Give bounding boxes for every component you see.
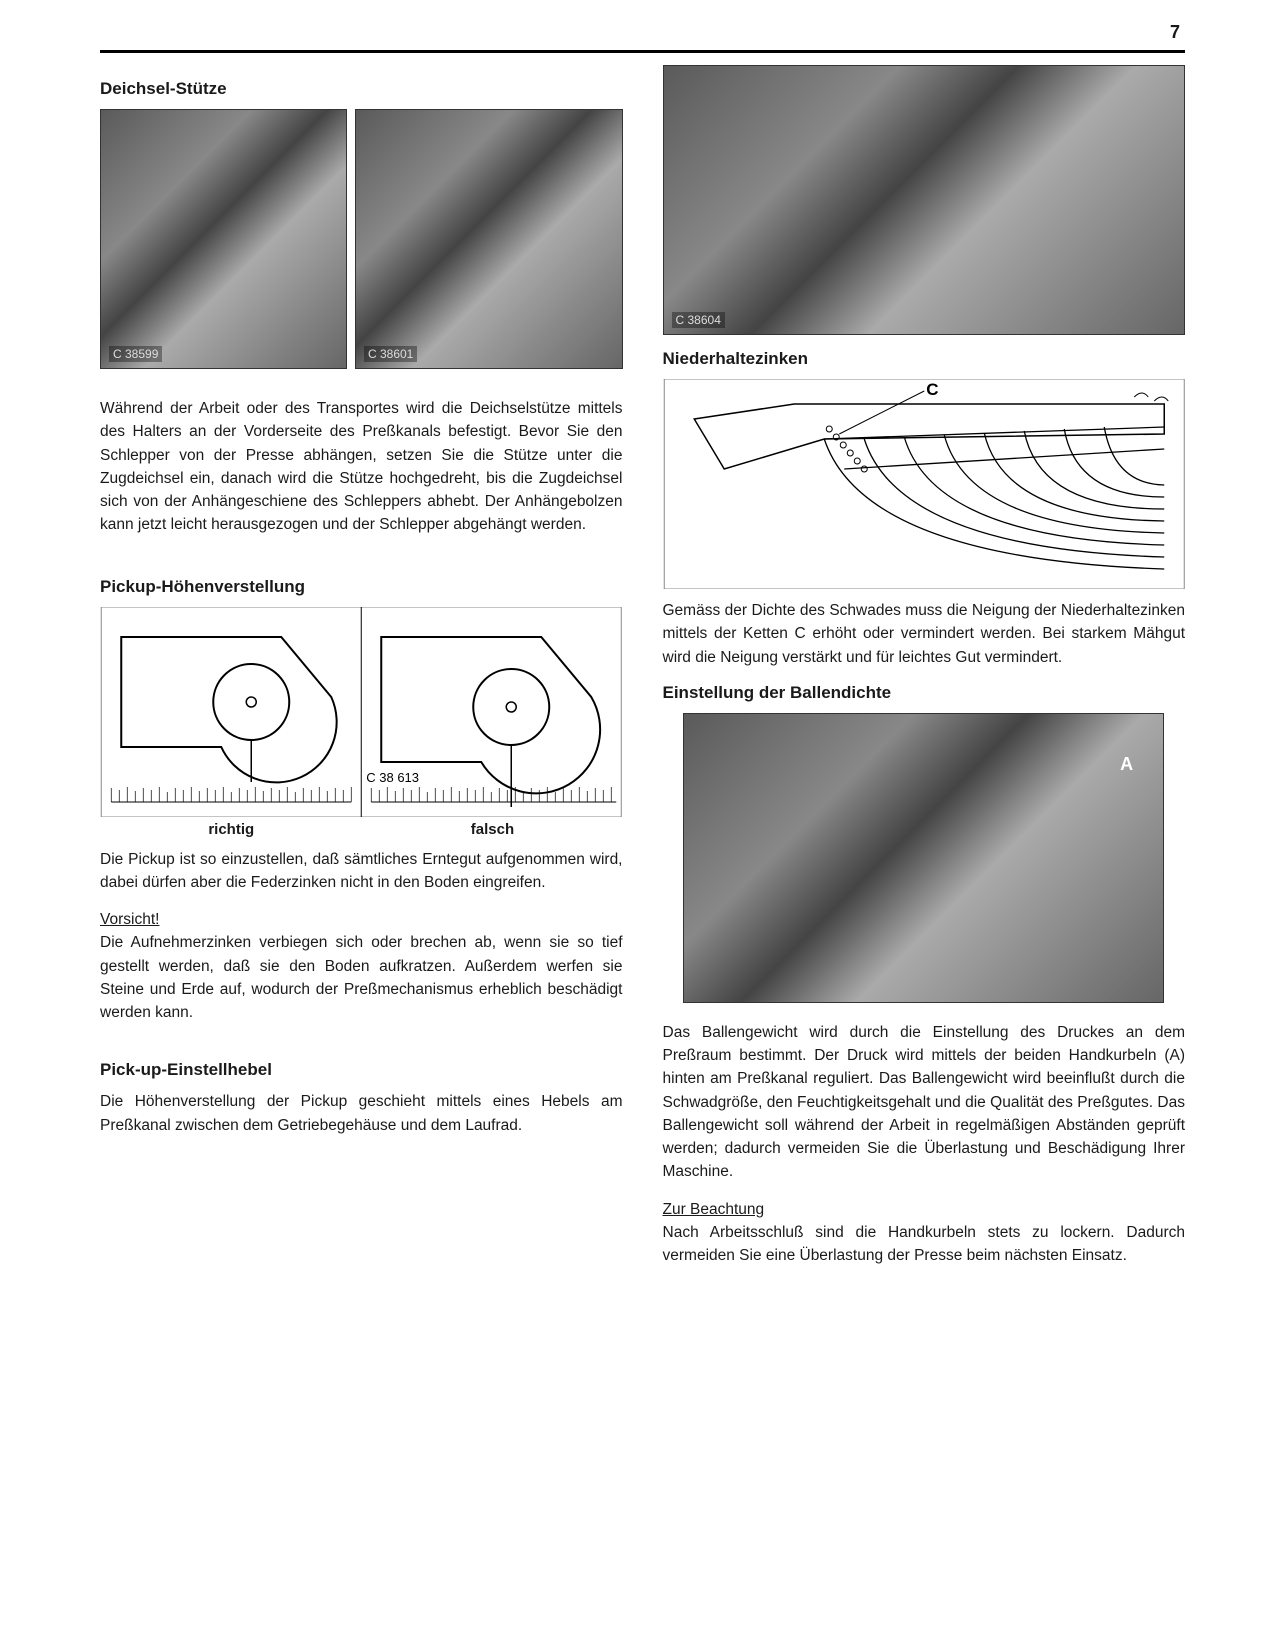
para-ballendichte-1: Das Ballengewicht wird durch die Einstel…: [663, 1021, 1186, 1184]
note-text: Nach Arbeitsschluß sind die Handkurbeln …: [663, 1224, 1186, 1264]
para-niederhalte: Gemäss der Dichte des Schwades muss die …: [663, 599, 1186, 669]
left-column: Deichsel-Stütze C 38599 C 38601 Während …: [100, 65, 623, 1281]
pickup-caption-row: richtig falsch: [100, 821, 623, 838]
pickup-drawing-svg: C 38 613: [100, 607, 623, 817]
heading-deichsel: Deichsel-Stütze: [100, 79, 623, 99]
warning-title: Vorsicht!: [100, 911, 159, 928]
label-c: C: [926, 380, 938, 399]
warning-text: Die Aufnehmerzinken verbiegen sich oder …: [100, 934, 623, 1021]
niederhalte-svg: C: [663, 379, 1186, 589]
photo-ballendichte: A: [683, 713, 1164, 1003]
note-title: Zur Beachtung: [663, 1201, 765, 1218]
para-deichsel: Während der Arbeit oder des Transportes …: [100, 397, 623, 537]
note-block: Zur Beachtung Nach Arbeitsschluß sind di…: [663, 1198, 1186, 1268]
figure-code: C 38 613: [366, 770, 419, 785]
para-einstellhebel: Die Höhenverstellung der Pickup geschieh…: [100, 1090, 623, 1137]
top-rule: [100, 50, 1185, 53]
para-pickup-1: Die Pickup ist so einzustellen, daß sämt…: [100, 848, 623, 895]
caption-falsch: falsch: [471, 821, 514, 838]
niederhalte-diagram: C: [663, 379, 1186, 589]
photo-deichsel-right: C 38601: [355, 109, 623, 369]
warning-block: Vorsicht! Die Aufnehmerzinken verbiegen …: [100, 908, 623, 1024]
photo-deichsel-left: C 38599: [100, 109, 347, 369]
photo-label: C 38604: [672, 312, 725, 328]
heading-ballendichte: Einstellung der Ballendichte: [663, 683, 1186, 703]
caption-richtig: richtig: [208, 821, 254, 838]
pickup-diagram: C 38 613 richtig falsch: [100, 607, 623, 838]
two-column-layout: Deichsel-Stütze C 38599 C 38601 Während …: [100, 65, 1185, 1281]
heading-pickup-height: Pickup-Höhenverstellung: [100, 577, 623, 597]
photo-label: C 38601: [364, 346, 417, 362]
photo-niederhalte-bracket: C 38604: [663, 65, 1186, 335]
label-a: A: [1120, 754, 1133, 775]
page-number: 7: [1170, 22, 1180, 43]
heading-einstellhebel: Pick-up-Einstellhebel: [100, 1060, 623, 1080]
right-column: C 38604 Niederhaltezinken: [663, 65, 1186, 1281]
heading-niederhalte: Niederhaltezinken: [663, 349, 1186, 369]
deichsel-photo-row: C 38599 C 38601: [100, 109, 623, 369]
photo-label: C 38599: [109, 346, 162, 362]
